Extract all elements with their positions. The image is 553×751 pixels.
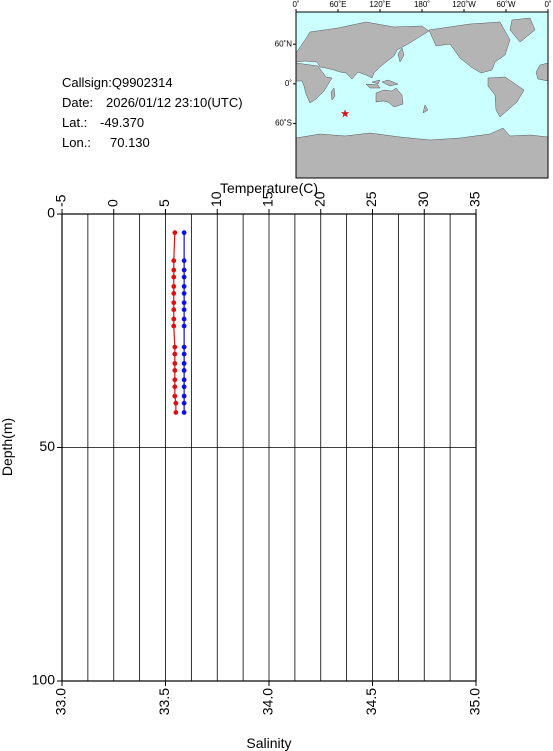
profile-point	[171, 323, 177, 329]
profile-point	[171, 283, 177, 289]
south-america	[487, 76, 525, 118]
new-zealand	[422, 104, 429, 114]
x-tick-label: 25	[363, 191, 379, 207]
profile-point	[171, 290, 177, 296]
x-tick-label: 10	[208, 191, 224, 207]
profile-point	[172, 361, 178, 366]
profile-point	[181, 300, 187, 306]
lat-label: Lat.:	[62, 115, 87, 130]
north-america	[428, 21, 511, 74]
x-tick-label: 20	[311, 191, 327, 207]
x-tick-label: 30	[415, 191, 431, 207]
x2-axis-title: Salinity	[246, 735, 291, 751]
callsign: Callsign:Q9902314	[62, 75, 173, 90]
profile-point	[172, 230, 178, 236]
japan	[397, 47, 405, 63]
x-tick-label: 0	[104, 199, 120, 207]
profile-point	[181, 274, 187, 280]
x-tick-label: 15	[260, 191, 276, 207]
x-tick-label: -5	[53, 194, 69, 207]
date-value: 2026/01/12 23:10(UTC)	[106, 95, 243, 110]
map-x-tick-label: 180˚	[414, 0, 430, 9]
map-y-tick-label: 0˚	[285, 79, 292, 88]
map: 0˚ 60˚E 120˚E 180˚ 120˚W 60˚W 0˚ 60˚N 0˚ 60˚S	[275, 0, 552, 179]
profile-point	[181, 258, 187, 264]
profile-point	[181, 410, 187, 415]
profile-point	[172, 344, 178, 350]
map-x-tick-label: 0˚	[292, 0, 299, 9]
lon-label: Lon.:	[62, 135, 91, 150]
map-y-tick-label: 60˚N	[275, 39, 293, 48]
profile-point	[171, 307, 177, 313]
profile-point	[181, 323, 187, 329]
greenland	[509, 17, 536, 43]
profile-point	[172, 384, 178, 390]
profile-point	[181, 267, 187, 273]
y-tick-label: 50	[39, 438, 55, 454]
x2-tick-label: 34.0	[260, 688, 276, 715]
profile-point	[181, 361, 187, 366]
profile-point	[171, 258, 177, 264]
x2-tick-label: 33.0	[53, 688, 69, 715]
map-x-tick-label: 120˚W	[452, 0, 476, 9]
profile-point	[171, 316, 177, 322]
profile-point	[181, 377, 187, 383]
land	[295, 17, 549, 179]
indonesia	[365, 79, 399, 89]
profile-point	[171, 300, 177, 306]
profile-point	[171, 274, 177, 280]
y-axis-title: Depth(m)	[0, 418, 15, 476]
x2-tick-label: 35.0	[467, 688, 483, 715]
australia	[375, 87, 404, 108]
map-x-tick-label: 60˚W	[496, 0, 516, 9]
profile-point	[181, 384, 187, 390]
date-label: Date:	[62, 95, 93, 110]
map-y-tick-label: 60˚S	[275, 119, 292, 128]
x-axis-title: Temperature(C)	[220, 180, 318, 196]
x-tick-label: 5	[156, 199, 172, 207]
profile-point	[181, 307, 187, 313]
x-tick-label: 35	[467, 191, 483, 207]
map-x-tick-label: 0˚	[544, 0, 551, 9]
float-position	[340, 109, 350, 118]
profile-point	[181, 230, 187, 236]
x2-tick-label: 34.5	[363, 688, 379, 715]
map-x-tick-label: 60˚E	[330, 0, 347, 9]
profile-point	[181, 351, 187, 357]
profile-point	[181, 316, 187, 322]
profile-point	[181, 368, 187, 373]
profile-point	[171, 267, 177, 273]
profile-point	[172, 377, 178, 383]
lat-value: -49.370	[100, 115, 144, 130]
africa	[295, 62, 333, 104]
profile-point	[172, 351, 178, 357]
profile-point	[172, 368, 178, 373]
profile-point	[181, 344, 187, 350]
profile-point	[172, 393, 178, 399]
profile-point	[181, 393, 187, 399]
profile-point	[181, 283, 187, 289]
profile-point	[173, 400, 179, 406]
eurasia	[295, 21, 430, 80]
y-tick-label: 100	[32, 672, 56, 688]
profile-point	[181, 400, 187, 406]
x2-tick-label: 33.5	[156, 688, 172, 715]
profile-point	[181, 290, 187, 296]
y-tick-label: 0	[47, 205, 55, 221]
profile-point	[173, 410, 179, 415]
madagascar	[330, 87, 336, 101]
lon-value: 70.130	[110, 135, 150, 150]
map-x-tick-label: 120˚E	[369, 0, 390, 9]
